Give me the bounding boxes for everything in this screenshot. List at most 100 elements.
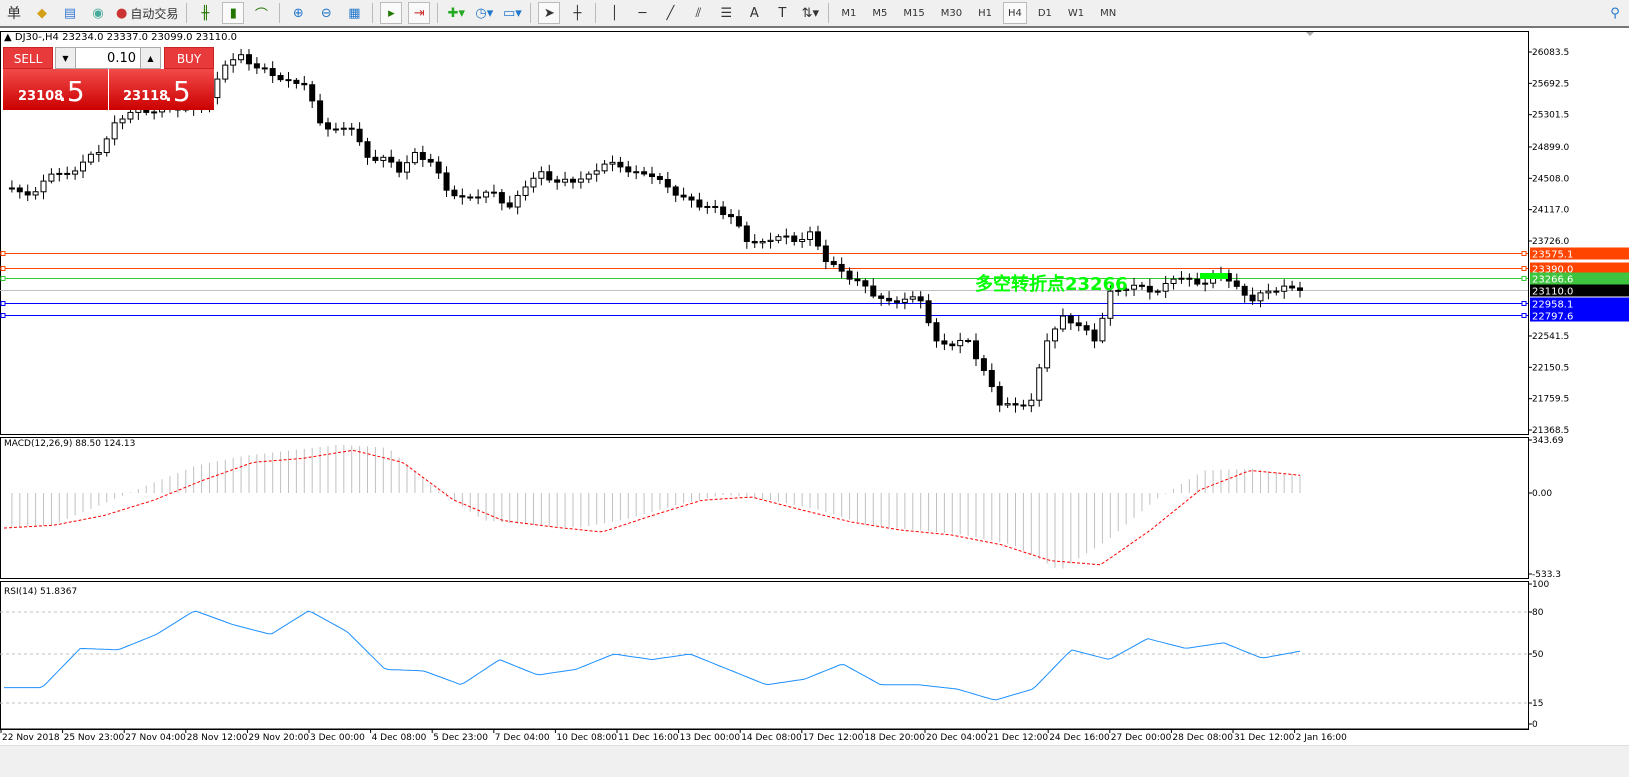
signal-icon[interactable]: ◉: [92, 5, 104, 21]
bear-candle: [878, 295, 885, 299]
timeframe-m15[interactable]: M15: [903, 7, 925, 19]
bull-candle: [483, 191, 490, 198]
lot-input[interactable]: 0.10: [107, 50, 136, 66]
time-label: 3 Dec 00:00: [310, 733, 365, 743]
chart-canvas[interactable]: 26083.5 25692.5 25301.5 24899.0 24508.0 24117…: [0, 30, 1629, 745]
bull-candle: [238, 54, 245, 61]
bear-candle: [1067, 315, 1074, 324]
buy-button[interactable]: BUY: [164, 47, 214, 69]
folder-icon[interactable]: ▤: [63, 5, 77, 21]
bear-candle: [1273, 290, 1280, 293]
label-icon[interactable]: T: [778, 5, 787, 21]
bear-candle: [846, 270, 853, 280]
bull-candle: [127, 111, 134, 120]
bear-candle: [743, 225, 750, 242]
timeframe-h4[interactable]: H4: [1002, 2, 1027, 24]
price-tick-label: 24508.0: [1532, 174, 1569, 184]
sell-button[interactable]: SELL: [3, 47, 53, 69]
bull-candle: [585, 173, 592, 180]
bull-candle: [475, 196, 482, 199]
channel-icon[interactable]: ⫽: [695, 5, 702, 21]
time-label: 2 Jan 16:00: [1296, 733, 1348, 743]
bear-candle: [949, 343, 956, 347]
lot-stepper[interactable]: ▼ 0.10 ▲: [55, 47, 161, 69]
bear-candle: [854, 278, 861, 282]
divider: [372, 3, 374, 23]
price-level-tag: [1530, 262, 1629, 275]
bear-candle: [1186, 277, 1193, 280]
timeframe-mn[interactable]: MN: [1100, 7, 1117, 19]
timeframe-d1[interactable]: D1: [1037, 7, 1052, 19]
level-handle: [1521, 276, 1527, 281]
zoom-in-icon[interactable]: ⊕: [292, 5, 304, 21]
book-icon[interactable]: ◆: [37, 5, 47, 21]
timeframe-m30[interactable]: M30: [940, 7, 963, 19]
line-chart-icon[interactable]: ⌒: [254, 7, 268, 23]
candle-chart-icon[interactable]: ▮: [222, 2, 245, 24]
time-label: 7 Dec 04:00: [495, 733, 550, 743]
fibonacci-icon[interactable]: ☰: [720, 5, 733, 21]
arrows-icon[interactable]: ⇅▾: [801, 5, 820, 21]
level-handle: [1521, 266, 1527, 271]
bar-chart-icon[interactable]: ╫: [201, 5, 210, 21]
indicators-icon[interactable]: ✚▾: [447, 5, 466, 21]
bull-candle: [1265, 290, 1272, 294]
bull-candle: [901, 298, 908, 303]
timeframe-m1[interactable]: M1: [841, 7, 857, 19]
bull-candle: [633, 171, 640, 174]
timeframe-w1[interactable]: W1: [1067, 7, 1085, 19]
bull-candle: [48, 173, 55, 182]
lot-decrease-button[interactable]: ▼: [56, 48, 76, 68]
price-level-label: 23575.1: [1532, 250, 1573, 261]
timeframe-h1[interactable]: H1: [978, 7, 992, 19]
level-handle: [1521, 251, 1527, 256]
autotrade-button[interactable]: ● 自动交易: [115, 2, 179, 24]
divider: [828, 3, 830, 23]
price-tick-label: 21759.5: [1532, 395, 1569, 405]
level-handle: [0, 313, 6, 318]
macd-signal-line: [3, 449, 1301, 566]
bull-candle: [72, 170, 79, 175]
price-tick-label: 22541.5: [1532, 332, 1569, 342]
bull-candle: [1004, 403, 1011, 406]
tile-icon[interactable]: ▦: [348, 5, 361, 21]
bull-candle: [577, 178, 584, 183]
bull-candle: [411, 151, 418, 164]
bear-candle: [1194, 278, 1201, 285]
time-label: 29 Nov 20:00: [248, 733, 309, 743]
bear-candle: [720, 206, 727, 216]
crosshair-icon[interactable]: ┼: [573, 5, 582, 21]
macd-label: MACD(12,26,9) 88.50 124.13: [4, 439, 135, 449]
bear-candle: [917, 296, 924, 302]
text-icon[interactable]: A: [749, 5, 759, 21]
bear-candle: [672, 186, 679, 196]
sell-price-button[interactable]: 23108 .5: [3, 69, 108, 110]
buy-price-button[interactable]: 23118 .5: [109, 69, 214, 110]
price-level-label: 23266.6: [1532, 275, 1573, 286]
menu-button[interactable]: 单: [7, 6, 21, 22]
bull-candle: [214, 78, 221, 99]
bear-candle: [269, 68, 276, 77]
clock-icon[interactable]: ◷▾: [475, 5, 494, 21]
bull-candle: [1154, 290, 1161, 293]
cursor-icon[interactable]: ➤: [538, 2, 561, 24]
rsi-label: RSI(14) 51.8367: [4, 587, 77, 597]
horizontal-line-icon[interactable]: ─: [638, 5, 647, 21]
rsi-tick-label: 0: [1532, 720, 1538, 730]
vertical-line-icon[interactable]: │: [610, 5, 619, 21]
timeframe-m5[interactable]: M5: [872, 7, 888, 19]
level-handle: [0, 276, 6, 281]
bear-candle: [245, 54, 252, 65]
lot-increase-button[interactable]: ▲: [140, 48, 160, 68]
rsi-tick-label: 80: [1532, 608, 1544, 618]
autoscroll-icon[interactable]: ▸: [380, 2, 403, 24]
buy-price: 23118: [123, 89, 169, 104]
bear-candle: [838, 263, 845, 272]
zoom-out-icon[interactable]: ⊖: [320, 5, 332, 21]
price-tick-label: 23726.0: [1532, 237, 1569, 247]
search-icon[interactable]: ⚲: [1610, 5, 1620, 21]
bear-candle: [625, 166, 632, 173]
chart-shift-icon[interactable]: ⇥: [408, 2, 431, 24]
trendline-icon[interactable]: ╱: [666, 5, 675, 21]
templates-icon[interactable]: ▭▾: [502, 5, 522, 21]
